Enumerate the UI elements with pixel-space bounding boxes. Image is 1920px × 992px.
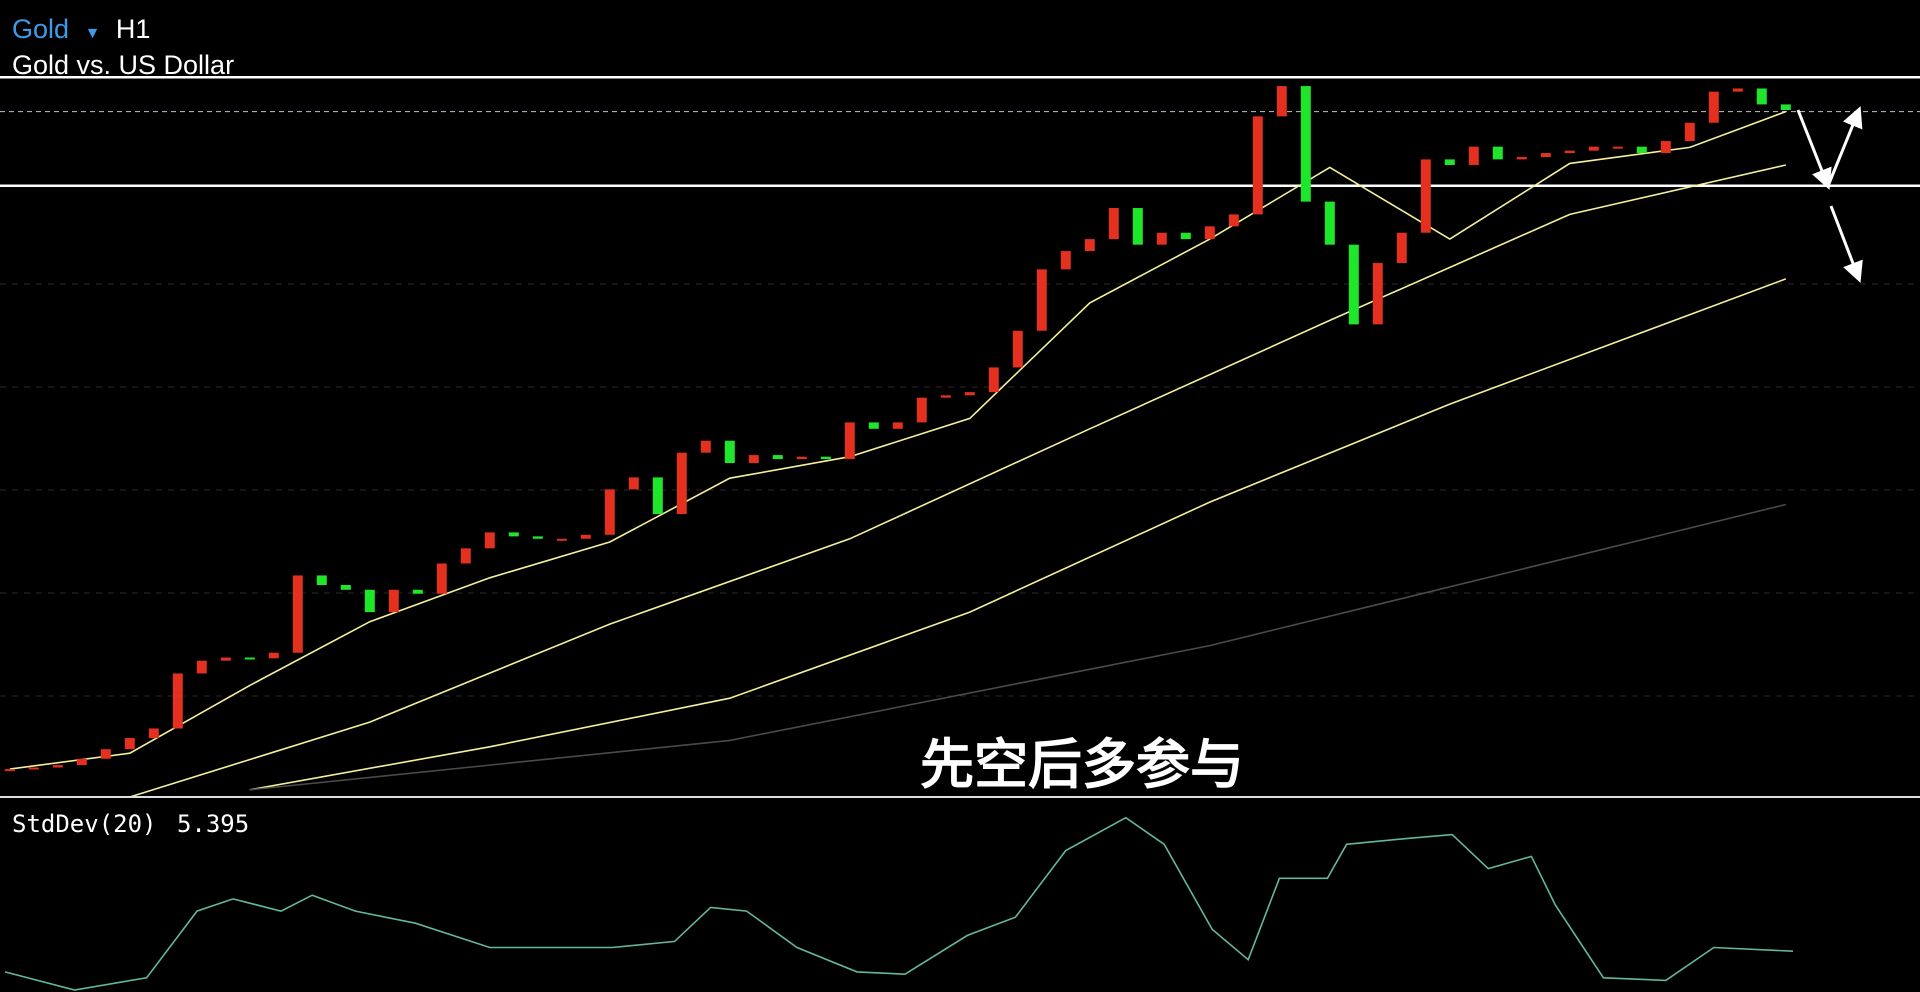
candle (748, 455, 759, 464)
symbol[interactable]: Gold (12, 14, 69, 44)
candle (556, 538, 567, 541)
candle (772, 455, 783, 460)
candle (1516, 157, 1527, 160)
candle (1300, 86, 1311, 202)
indicator-value: 5.395 (177, 810, 249, 838)
candle (460, 548, 471, 564)
candle (1012, 330, 1023, 368)
candle (1276, 86, 1287, 117)
candle (1444, 159, 1455, 165)
candle (1468, 146, 1479, 165)
candle (1588, 146, 1599, 151)
candle (940, 395, 951, 398)
candle (148, 728, 159, 739)
indicator-line (4, 816, 1794, 991)
candle (508, 532, 519, 537)
candle (1180, 232, 1191, 240)
candle (4, 769, 15, 772)
candle (580, 534, 591, 539)
candle (1252, 116, 1263, 215)
moving-average (9, 110, 1787, 770)
candle (412, 589, 423, 594)
candle (1084, 239, 1095, 252)
candle (1156, 232, 1167, 245)
candle (196, 660, 207, 674)
indicator-panel (4, 816, 1794, 991)
dropdown-icon[interactable]: ▼ (85, 25, 101, 42)
candle (1036, 269, 1047, 331)
price-panel (0, 76, 1920, 798)
candle (1228, 214, 1239, 227)
candle (28, 767, 39, 770)
candle (436, 563, 447, 594)
header-line[interactable]: Gold ▼ H1 (12, 14, 150, 44)
candle (124, 738, 135, 750)
candle (532, 536, 543, 539)
candle (652, 477, 663, 515)
candle (268, 652, 279, 659)
description: Gold vs. US Dollar (12, 50, 234, 80)
candle (1780, 104, 1791, 110)
candle (340, 584, 351, 590)
candle (724, 440, 735, 464)
candle (1108, 208, 1119, 240)
candle (172, 673, 183, 729)
candle (292, 575, 303, 653)
candle (1204, 226, 1215, 240)
candle (676, 452, 687, 515)
candle (1636, 146, 1647, 154)
candle (1372, 263, 1383, 325)
candle (1492, 146, 1503, 160)
candle (988, 367, 999, 393)
candle (1420, 159, 1431, 233)
candle (892, 422, 903, 429)
candle (916, 397, 927, 423)
candle (1396, 232, 1407, 264)
indicator-title: StdDev(20) (12, 810, 157, 838)
candle (1660, 141, 1671, 154)
candle (1564, 150, 1575, 154)
candle (1756, 88, 1767, 105)
candle (628, 477, 639, 490)
candle (1324, 201, 1335, 245)
candle (220, 657, 231, 661)
candle (388, 589, 399, 613)
candle (1684, 122, 1695, 142)
candle (52, 765, 63, 768)
annotation: 先空后多参与 (920, 733, 1244, 796)
candle (1132, 208, 1143, 245)
candle (364, 589, 375, 613)
candle (244, 657, 255, 660)
candle (868, 422, 879, 429)
candle (964, 392, 975, 396)
moving-average (249, 278, 1787, 791)
grid (0, 283, 1920, 697)
candle (844, 422, 855, 460)
candle (1732, 88, 1743, 92)
indicator-label: StdDev(20) 5.395 (12, 810, 249, 838)
candle (1060, 251, 1071, 270)
moving-average (129, 164, 1786, 798)
candle (1348, 244, 1359, 325)
candle (1612, 146, 1623, 149)
candle (796, 456, 807, 460)
candle (1708, 91, 1719, 123)
timeframe[interactable]: H1 (116, 14, 151, 44)
candle (100, 749, 111, 759)
candle (820, 456, 831, 460)
moving-average (249, 503, 1786, 791)
candle (76, 758, 87, 766)
candle (484, 532, 495, 549)
candle (316, 575, 327, 585)
arrows (1796, 106, 1863, 283)
candle (1540, 153, 1551, 158)
candle (604, 489, 615, 535)
candle (700, 440, 711, 453)
